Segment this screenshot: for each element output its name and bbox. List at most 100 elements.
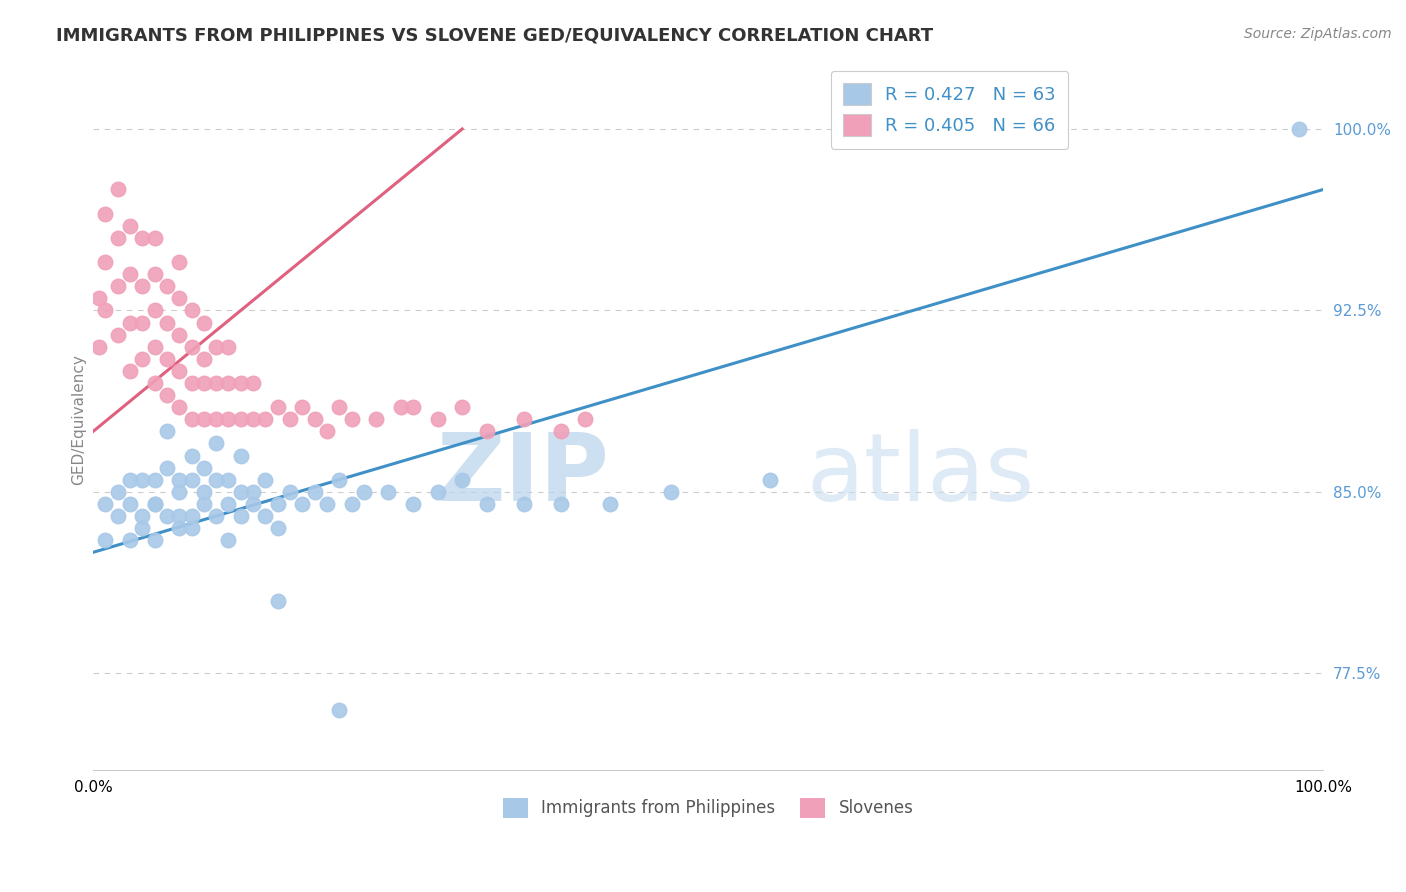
Point: [180, 303, 202, 318]
Legend: Immigrants from Philippines, Slovenes: Immigrants from Philippines, Slovenes: [496, 791, 921, 825]
Point: [169, 291, 191, 305]
Point: [218, 412, 240, 426]
Point: [574, 412, 596, 426]
Point: [328, 400, 350, 414]
Y-axis label: GED/Equivalency: GED/Equivalency: [72, 354, 86, 484]
Point: [205, 436, 228, 450]
Point: [267, 521, 290, 535]
Point: [242, 376, 264, 390]
Point: [107, 327, 129, 342]
Point: [120, 316, 142, 330]
Point: [107, 231, 129, 245]
Point: [304, 484, 326, 499]
Point: [143, 376, 166, 390]
Point: [1288, 122, 1310, 136]
Point: [291, 400, 314, 414]
Point: [131, 351, 153, 366]
Point: [131, 473, 153, 487]
Point: [143, 303, 166, 318]
Point: [475, 497, 498, 511]
Point: [193, 412, 215, 426]
Text: atlas: atlas: [807, 429, 1035, 522]
Point: [389, 400, 412, 414]
Point: [131, 231, 153, 245]
Point: [180, 340, 202, 354]
Point: [218, 376, 240, 390]
Point: [512, 497, 534, 511]
Point: [120, 533, 142, 548]
Point: [193, 376, 215, 390]
Point: [291, 497, 314, 511]
Point: [156, 508, 179, 523]
Text: Source: ZipAtlas.com: Source: ZipAtlas.com: [1244, 27, 1392, 41]
Point: [180, 508, 202, 523]
Point: [156, 388, 179, 402]
Point: [267, 497, 290, 511]
Point: [340, 497, 363, 511]
Point: [120, 267, 142, 281]
Text: IMMIGRANTS FROM PHILIPPINES VS SLOVENE GED/EQUIVALENCY CORRELATION CHART: IMMIGRANTS FROM PHILIPPINES VS SLOVENE G…: [56, 27, 934, 45]
Point: [229, 508, 252, 523]
Point: [143, 267, 166, 281]
Point: [193, 484, 215, 499]
Point: [180, 521, 202, 535]
Point: [156, 316, 179, 330]
Point: [143, 497, 166, 511]
Point: [254, 473, 277, 487]
Point: [426, 484, 449, 499]
Point: [377, 484, 399, 499]
Point: [180, 449, 202, 463]
Point: [205, 412, 228, 426]
Point: [267, 400, 290, 414]
Point: [205, 508, 228, 523]
Point: [107, 279, 129, 293]
Point: [131, 279, 153, 293]
Point: [193, 460, 215, 475]
Point: [242, 412, 264, 426]
Point: [512, 412, 534, 426]
Point: [120, 473, 142, 487]
Point: [156, 425, 179, 439]
Point: [169, 364, 191, 378]
Point: [278, 412, 301, 426]
Point: [131, 316, 153, 330]
Point: [599, 497, 621, 511]
Point: [131, 521, 153, 535]
Point: [107, 484, 129, 499]
Point: [107, 182, 129, 196]
Point: [659, 484, 682, 499]
Point: [254, 412, 277, 426]
Point: [340, 412, 363, 426]
Point: [180, 473, 202, 487]
Point: [402, 497, 425, 511]
Point: [169, 400, 191, 414]
Point: [143, 497, 166, 511]
Point: [156, 279, 179, 293]
Point: [229, 484, 252, 499]
Point: [120, 497, 142, 511]
Point: [304, 412, 326, 426]
Point: [218, 340, 240, 354]
Point: [94, 303, 117, 318]
Point: [143, 533, 166, 548]
Point: [180, 376, 202, 390]
Point: [169, 255, 191, 269]
Point: [94, 497, 117, 511]
Point: [205, 473, 228, 487]
Point: [218, 473, 240, 487]
Point: [229, 449, 252, 463]
Point: [229, 412, 252, 426]
Point: [242, 497, 264, 511]
Point: [143, 231, 166, 245]
Point: [180, 412, 202, 426]
Point: [218, 497, 240, 511]
Point: [89, 340, 111, 354]
Point: [205, 376, 228, 390]
Point: [475, 425, 498, 439]
Point: [254, 508, 277, 523]
Text: ZIP: ZIP: [437, 429, 610, 522]
Point: [366, 412, 388, 426]
Point: [205, 340, 228, 354]
Point: [120, 219, 142, 233]
Point: [169, 327, 191, 342]
